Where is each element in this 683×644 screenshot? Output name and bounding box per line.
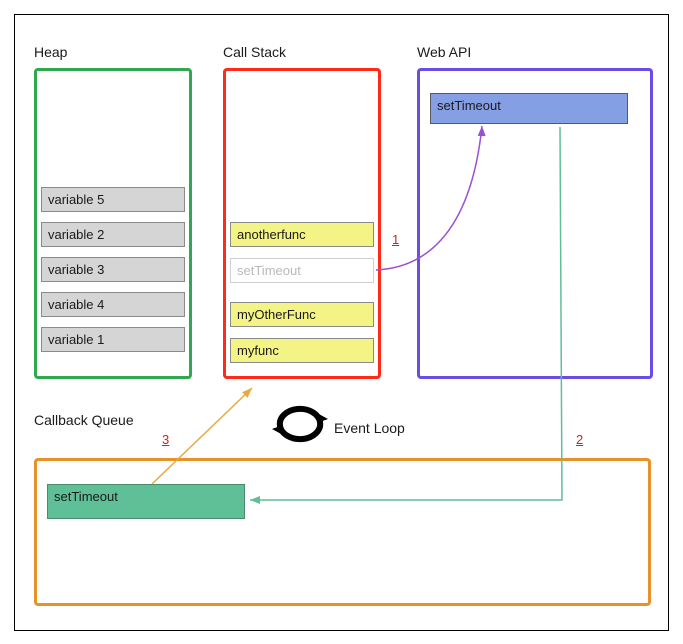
heap-item: variable 2 — [41, 222, 185, 247]
heap-item: variable 5 — [41, 187, 185, 212]
step-2-label: 2 — [576, 432, 583, 447]
call-stack-label: Call Stack — [223, 44, 286, 60]
stack-item: setTimeout — [230, 258, 374, 283]
stack-item: myfunc — [230, 338, 374, 363]
web-api-label: Web API — [417, 44, 471, 60]
step-3-label: 3 — [162, 432, 169, 447]
event-loop-label: Event Loop — [334, 420, 405, 436]
callback-queue-box — [34, 458, 651, 606]
heap-item: variable 1 — [41, 327, 185, 352]
callback-queue-label: Callback Queue — [34, 412, 134, 428]
stack-item: myOtherFunc — [230, 302, 374, 327]
heap-item: variable 4 — [41, 292, 185, 317]
heap-label: Heap — [34, 44, 67, 60]
callback-item: setTimeout — [47, 484, 245, 519]
heap-item: variable 3 — [41, 257, 185, 282]
webapi-item: setTimeout — [430, 93, 628, 124]
diagram-canvas: Heap Call Stack Web API Callback Queue E… — [0, 0, 683, 644]
stack-item: anotherfunc — [230, 222, 374, 247]
step-1-label: 1 — [392, 232, 399, 247]
